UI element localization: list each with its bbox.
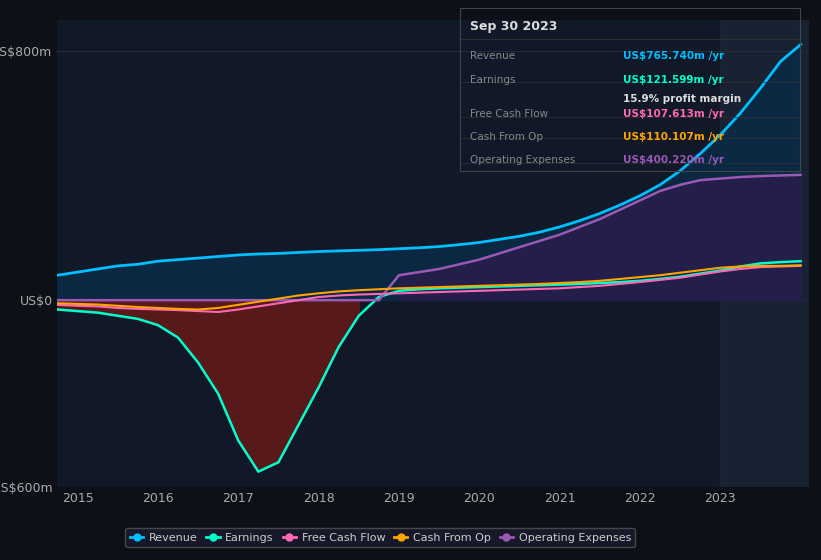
Text: Earnings: Earnings [470,75,516,85]
Text: Cash From Op: Cash From Op [470,132,543,142]
Text: US$765.740m /yr: US$765.740m /yr [623,50,725,60]
Legend: Revenue, Earnings, Free Cash Flow, Cash From Op, Operating Expenses: Revenue, Earnings, Free Cash Flow, Cash … [126,528,635,547]
Text: US$110.107m /yr: US$110.107m /yr [623,132,724,142]
Text: US$121.599m /yr: US$121.599m /yr [623,75,724,85]
Text: US$400.220m /yr: US$400.220m /yr [623,155,724,165]
Text: Sep 30 2023: Sep 30 2023 [470,20,557,33]
Text: Revenue: Revenue [470,50,515,60]
Text: 15.9% profit margin: 15.9% profit margin [623,95,741,105]
Text: US$107.613m /yr: US$107.613m /yr [623,109,724,119]
Text: Free Cash Flow: Free Cash Flow [470,109,548,119]
Text: Operating Expenses: Operating Expenses [470,155,576,165]
Bar [720,20,809,487]
